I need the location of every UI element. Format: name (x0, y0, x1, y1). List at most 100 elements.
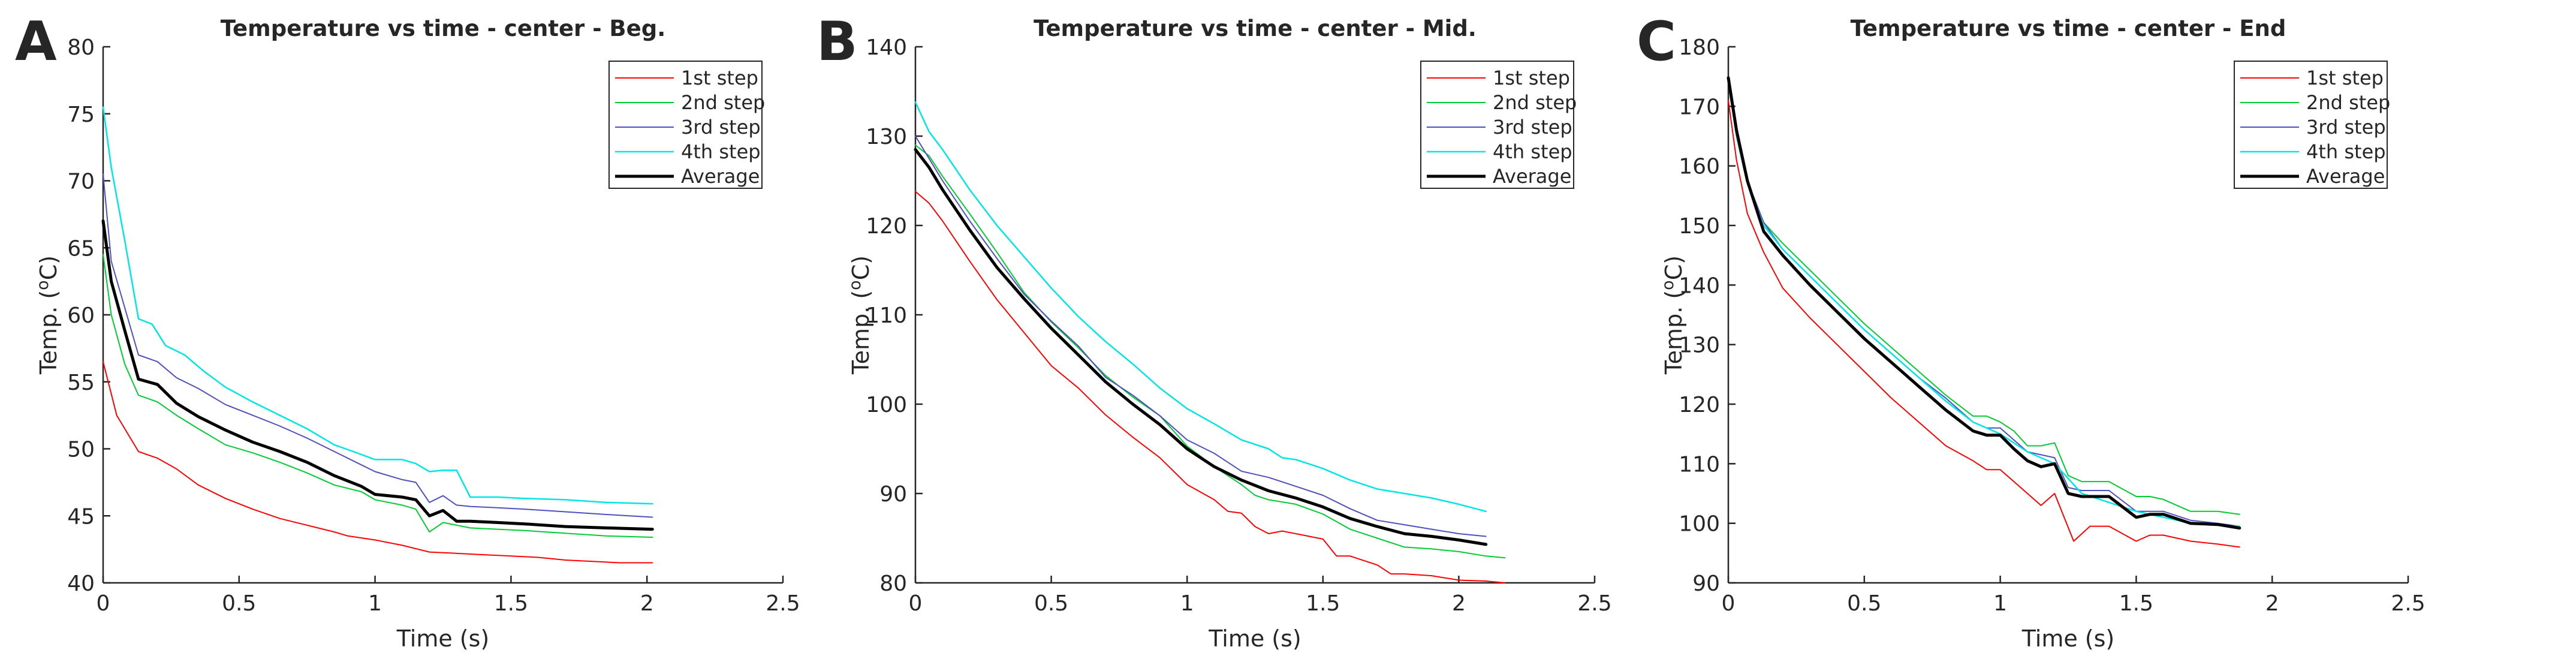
chart-title: Temperature vs time - center - Mid. (1034, 16, 1477, 41)
legend-entry: Average (1493, 165, 1571, 188)
y-tick-label: 150 (1679, 214, 1720, 239)
legend-entry: 3rd step (1493, 116, 1572, 139)
x-tick-label: 2 (640, 591, 654, 616)
legend-entry: 1st step (1493, 67, 1570, 89)
series-line-2nd-step (1728, 82, 2240, 515)
y-tick-label: 170 (1679, 95, 1720, 119)
y-tick-label: 180 (1679, 35, 1720, 60)
chart-title: Temperature vs time - center - End (1851, 16, 2286, 41)
x-tick-label: 2.5 (1577, 591, 1611, 616)
y-tick-label: 110 (866, 303, 907, 328)
y-tick-label: 55 (67, 371, 95, 395)
y-tick-label: 120 (1679, 393, 1720, 417)
x-axis-label: Time (s) (2021, 625, 2115, 652)
x-tick-label: 0 (97, 591, 110, 616)
legend-entry: 1st step (681, 67, 758, 89)
y-tick-label: 45 (67, 504, 95, 529)
y-tick-label: 130 (1679, 333, 1720, 358)
x-tick-label: 2.5 (766, 591, 800, 616)
x-tick-label: 1 (368, 591, 382, 616)
x-tick-label: 0.5 (1847, 591, 1881, 616)
chart-panel-b: B Temperature vs time - center - Mid. 0 0.5… (817, 10, 1612, 652)
y-axis-label-unit: C) (35, 255, 62, 280)
x-tick-label: 2.5 (2391, 591, 2425, 616)
y-tick-label: 110 (1679, 452, 1720, 477)
legend-entry: 4th step (681, 140, 761, 163)
legend-entry: 4th step (2306, 140, 2386, 163)
x-tick-label: 0.5 (222, 591, 256, 616)
series-line-4th-step (102, 106, 653, 505)
x-tick-label: 0.5 (1034, 591, 1068, 616)
series-line-1st-step (915, 191, 1506, 583)
x-tick-label: 2 (1452, 591, 1466, 616)
legend-entry: 3rd step (681, 116, 761, 139)
y-axis-label: Temp. (oC) (34, 255, 62, 375)
y-axis-label-text: Temp. ( (1661, 290, 1687, 375)
series-line-1st-step (103, 361, 653, 564)
x-tick-label: 1 (1993, 591, 2007, 616)
y-tick-label: 40 (67, 571, 95, 596)
legend-box (2234, 61, 2388, 189)
series-line-3rd-step (915, 136, 1487, 537)
series-line-2nd-step (103, 254, 653, 538)
series-line-4th-step (1727, 82, 2241, 527)
y-tick-label: 70 (67, 170, 95, 194)
y-axis-label: Temp. (oC) (846, 255, 874, 375)
y-tick-label: 50 (67, 438, 95, 462)
series-line-1st-step (1728, 100, 2240, 548)
legend-entry: 3rd step (2306, 116, 2386, 139)
panel-letter: B (817, 10, 858, 73)
series-line-average (1727, 76, 2241, 530)
y-tick-label: 80 (67, 35, 95, 60)
y-tick-label: 75 (67, 103, 95, 127)
x-tick-label: 1 (1180, 591, 1194, 616)
series-line-average (101, 219, 654, 531)
y-tick-label: 140 (1679, 273, 1720, 298)
y-tick-label: 100 (866, 393, 907, 417)
y-tick-label: 65 (67, 236, 95, 261)
legend-entry: Average (681, 165, 760, 188)
y-tick-label: 120 (866, 214, 907, 239)
y-tick-label: 140 (866, 35, 907, 60)
panel-letter: C (1637, 10, 1676, 73)
y-axis-label-text: Temp. ( (848, 290, 874, 375)
series-line-3rd-step (103, 173, 653, 518)
y-tick-label: 90 (1692, 571, 1720, 596)
x-tick-label: 1.5 (494, 591, 528, 616)
y-axis-label-degree: o (34, 280, 52, 290)
y-tick-label: 100 (1679, 512, 1720, 537)
y-axis-label-text: Temp. ( (35, 290, 62, 375)
x-axis-label: Time (s) (396, 625, 490, 652)
y-axis-label-degree: o (846, 280, 864, 290)
legend-entry: 4th step (1493, 140, 1572, 163)
legend-entry: 1st step (2306, 67, 2384, 89)
x-tick-label: 0 (909, 591, 923, 616)
y-axis-label-unit: C) (1661, 255, 1687, 280)
y-axis-label: Temp. (oC) (1659, 255, 1687, 375)
y-tick-label: 60 (67, 303, 95, 328)
y-axis-label-degree: o (1659, 280, 1677, 290)
legend-entry: 2nd step (2306, 91, 2390, 114)
x-tick-label: 1.5 (1306, 591, 1340, 616)
legend-entry: 2nd step (681, 91, 765, 114)
legend-box (608, 61, 763, 189)
x-tick-label: 0 (1722, 591, 1736, 616)
legend-box (1420, 61, 1574, 189)
series-line-average (914, 148, 1488, 546)
legend-entry: Average (2306, 165, 2385, 188)
y-tick-label: 160 (1679, 155, 1720, 179)
y-axis-label-unit: C) (848, 255, 874, 280)
chart-title: Temperature vs time - center - Beg. (221, 16, 666, 41)
x-tick-label: 1.5 (2119, 591, 2153, 616)
chart-panel-a: A Temperature vs time - center - Beg. 0 0.5… (15, 10, 800, 652)
chart-panel-c: C Temperature vs time - center - End 0 0.5 1… (1637, 10, 2426, 652)
x-tick-label: 2 (2265, 591, 2279, 616)
y-tick-label: 80 (879, 571, 907, 596)
series-line-4th-step (914, 101, 1487, 513)
x-axis-label: Time (s) (1208, 625, 1301, 652)
